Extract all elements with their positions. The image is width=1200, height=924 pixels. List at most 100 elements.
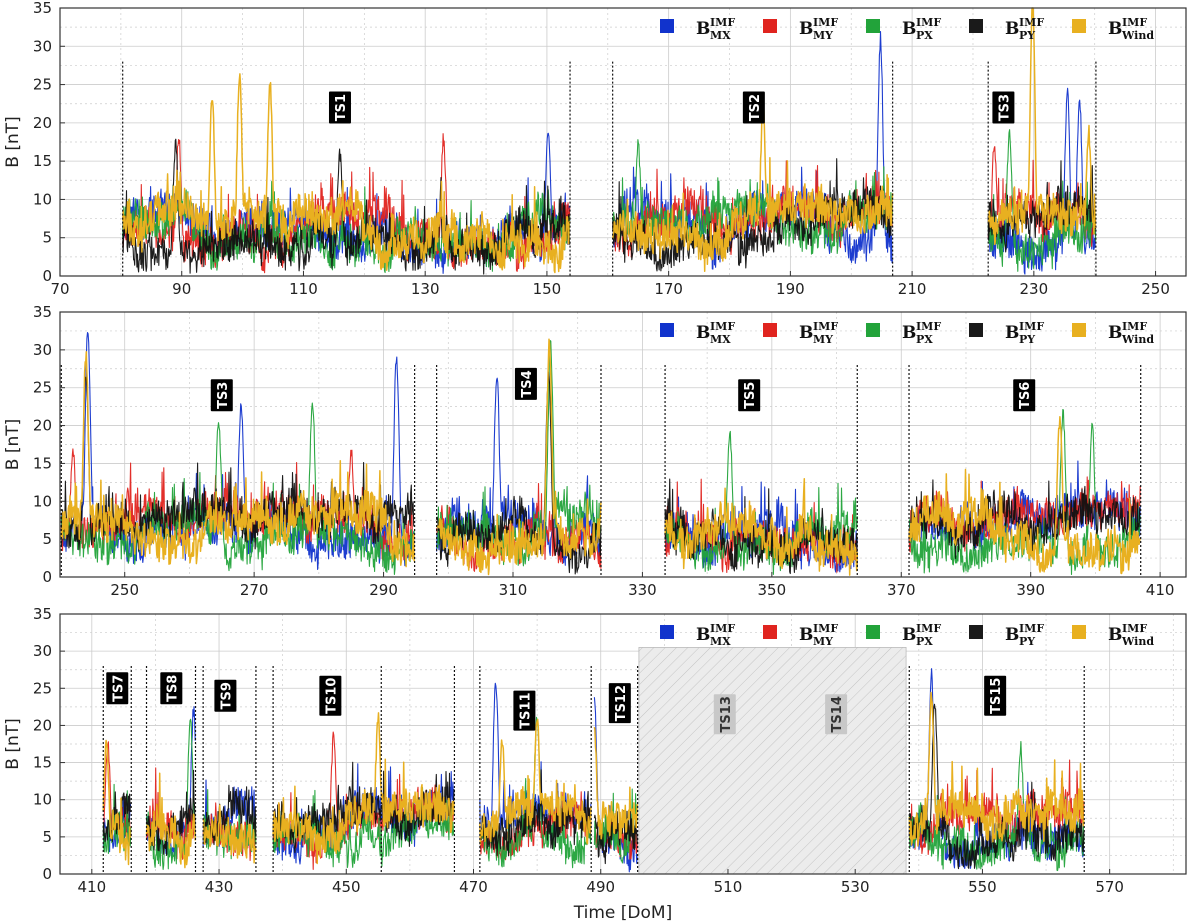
ts-label: TS15 xyxy=(984,675,1007,716)
panel-bottom: TS7 TS8 TS9 TS10 TS11 TS12 TS13 TS14 TS15 410 430 4… xyxy=(3,605,1187,923)
legend-swatch xyxy=(660,323,674,337)
y-tick-label: 35 xyxy=(33,0,52,17)
legend-swatch xyxy=(866,323,880,337)
x-tick-label: 330 xyxy=(628,581,657,599)
y-tick-label: 10 xyxy=(33,791,52,809)
x-tick-label: 310 xyxy=(499,581,528,599)
ts-label: TS12 xyxy=(608,683,631,724)
x-tick-label: 250 xyxy=(1141,280,1170,298)
y-tick-label: 0 xyxy=(42,568,52,586)
ts-label-text: TS5 xyxy=(743,382,758,409)
legend-swatch xyxy=(866,19,880,33)
y-tick-label: 20 xyxy=(33,114,52,132)
y-tick-label: 25 xyxy=(33,76,52,94)
legend-swatch xyxy=(660,625,674,639)
legend-swatch xyxy=(969,625,983,639)
ts-label-box xyxy=(608,683,631,724)
ts-label: TS10 xyxy=(319,675,342,716)
y-tick-label: 25 xyxy=(33,679,52,697)
ts-label-box xyxy=(984,675,1007,716)
legend-label: B xyxy=(1108,19,1122,39)
y-tick-label: 0 xyxy=(42,865,52,883)
legend-subscript: PY xyxy=(1019,635,1035,648)
y-tick-label: 15 xyxy=(33,454,52,472)
legend-label: B xyxy=(1108,625,1122,645)
series-wind-line xyxy=(102,691,1085,869)
legend-subscript: Wind xyxy=(1121,635,1154,648)
x-tick-label: 530 xyxy=(841,878,870,896)
legend-subscript: Wind xyxy=(1121,333,1154,346)
ts-label: TS9 xyxy=(214,679,237,712)
legend-label: B xyxy=(696,625,710,645)
ts-label-box xyxy=(214,679,237,712)
panel-middle: TS3 TS4 TS5 TS6 250 270 290 310 330 350 370 390 410 0… xyxy=(3,303,1187,599)
ts-label-box xyxy=(328,91,351,124)
ts-label: TS5 xyxy=(738,379,761,412)
ts-label-text: TS13 xyxy=(719,696,734,732)
legend-subscript: PY xyxy=(1019,333,1035,346)
legend-subscript: Wind xyxy=(1121,29,1154,42)
x-tick-label: 570 xyxy=(1095,878,1124,896)
ts-label: TS14 xyxy=(825,694,848,735)
ts-label-text: TS1 xyxy=(334,94,349,121)
x-tick-label: 90 xyxy=(172,280,191,298)
legend-label: B xyxy=(1005,19,1019,39)
ts-label-box xyxy=(106,672,129,705)
y-tick-label: 20 xyxy=(33,716,52,734)
ts-label: TS11 xyxy=(513,690,536,731)
ts-label-text: TS8 xyxy=(165,675,180,702)
y-axis-label: B [nT] xyxy=(3,116,23,168)
y-axis-label: B [nT] xyxy=(3,718,23,770)
ts-label-box xyxy=(210,379,233,412)
x-tick-label: 190 xyxy=(776,280,805,298)
ts-label: TS3 xyxy=(992,91,1015,124)
legend-swatch xyxy=(763,19,777,33)
ts-label-box xyxy=(1013,379,1036,412)
ts-label-box xyxy=(514,367,537,400)
x-tick-label: 170 xyxy=(654,280,683,298)
legend-swatch xyxy=(1072,19,1086,33)
ts-label-box xyxy=(742,91,765,124)
legend-subscript: MX xyxy=(710,333,731,346)
y-tick-label: 5 xyxy=(42,530,52,548)
x-tick-label: 490 xyxy=(586,878,615,896)
legend-superscript: IMF xyxy=(916,16,941,29)
ts-label-box xyxy=(160,672,183,705)
legend-swatch xyxy=(660,19,674,33)
panel-top: TS1 TS2 TS3 70 90 110 130 150 170 190 210 230 250 0 5 1… xyxy=(3,0,1187,298)
y-tick-label: 35 xyxy=(33,303,52,321)
y-tick-label: 10 xyxy=(33,492,52,510)
unavailable-region xyxy=(638,647,907,875)
x-tick-label: 110 xyxy=(289,280,318,298)
legend-superscript: IMF xyxy=(710,320,735,333)
ts-label-text: TS6 xyxy=(1018,382,1033,409)
x-tick-label: 470 xyxy=(459,878,488,896)
legend-swatch xyxy=(969,19,983,33)
legend-swatch xyxy=(1072,625,1086,639)
legend-superscript: IMF xyxy=(1019,622,1044,635)
legend-subscript: MX xyxy=(710,29,731,42)
y-tick-label: 30 xyxy=(33,642,52,660)
legend-superscript: IMF xyxy=(916,622,941,635)
x-tick-label: 210 xyxy=(898,280,927,298)
x-tick-label: 350 xyxy=(758,581,787,599)
legend-swatch xyxy=(1072,323,1086,337)
legend-superscript: IMF xyxy=(1019,16,1044,29)
legend-subscript: MY xyxy=(813,333,833,346)
legend-label: B xyxy=(1005,625,1019,645)
x-axis-label: Time [DoM] xyxy=(573,903,672,923)
legend-swatch xyxy=(763,625,777,639)
x-tick-label: 370 xyxy=(887,581,916,599)
y-tick-label: 30 xyxy=(33,37,52,55)
series-wind-line xyxy=(60,338,1141,576)
x-tick-label: 390 xyxy=(1016,581,1045,599)
x-tick-label: 550 xyxy=(968,878,997,896)
legend-label: B xyxy=(799,19,813,39)
legend-subscript: PX xyxy=(916,333,933,346)
legend-subscript: PX xyxy=(916,635,933,648)
ts-label-box xyxy=(713,694,736,735)
ts-label-text: TS14 xyxy=(830,696,845,732)
legend-superscript: IMF xyxy=(1019,320,1044,333)
ts-label: TS1 xyxy=(328,91,351,124)
